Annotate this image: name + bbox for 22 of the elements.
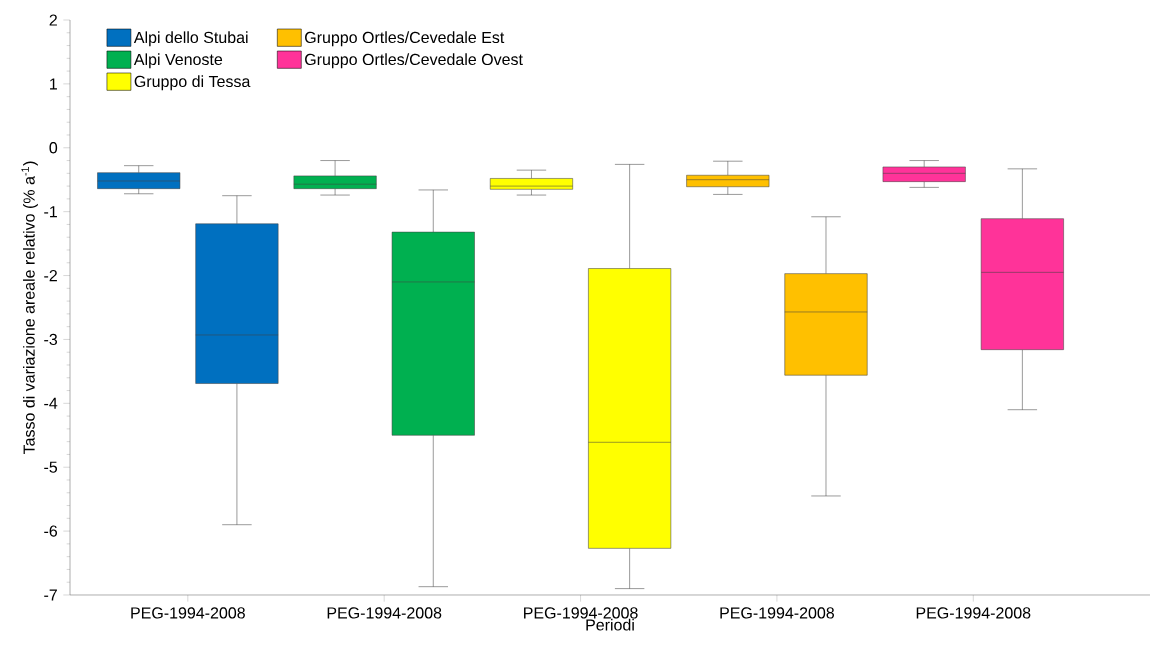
y-axis-title: Tasso di variazione areale relativo (% a$^{-1}$) bbox=[21, 161, 38, 455]
x-tick-label: PEG-1994-2008 bbox=[131, 607, 245, 619]
y-tick-label: -1 bbox=[44, 206, 57, 218]
x-tick-label: PEG-1994-2008 bbox=[524, 607, 638, 619]
y-tick-label: -5 bbox=[44, 461, 58, 473]
x-tick-label: PEG-1994-2008 bbox=[916, 607, 1031, 619]
legend-label: Alpi Venoste bbox=[133, 53, 223, 69]
y-tick-label: -4 bbox=[44, 397, 58, 409]
legend-label: Alpi dello Stubai bbox=[133, 31, 248, 47]
y-tick-label: 0 bbox=[49, 142, 58, 154]
x-axis-title: Periodi bbox=[586, 618, 634, 631]
x-tick-label: PEG-1994-2008 bbox=[720, 607, 835, 619]
y-tick-label: -6 bbox=[44, 525, 58, 537]
legend-label: Gruppo Ortles/Cevedale Ovest bbox=[305, 53, 523, 69]
legend-label: Gruppo di Tessa bbox=[134, 75, 251, 91]
y-tick-label: 2 bbox=[49, 14, 57, 26]
x-tick-label: PEG-1994-2008 bbox=[327, 607, 442, 619]
y-tick-label: -7 bbox=[44, 589, 57, 601]
y-tick-label: -3 bbox=[44, 333, 58, 346]
legend-label: Gruppo Ortles/Cevedale Est bbox=[305, 31, 505, 47]
y-tick-label: -2 bbox=[44, 269, 57, 282]
y-tick-label: 1 bbox=[50, 78, 57, 90]
